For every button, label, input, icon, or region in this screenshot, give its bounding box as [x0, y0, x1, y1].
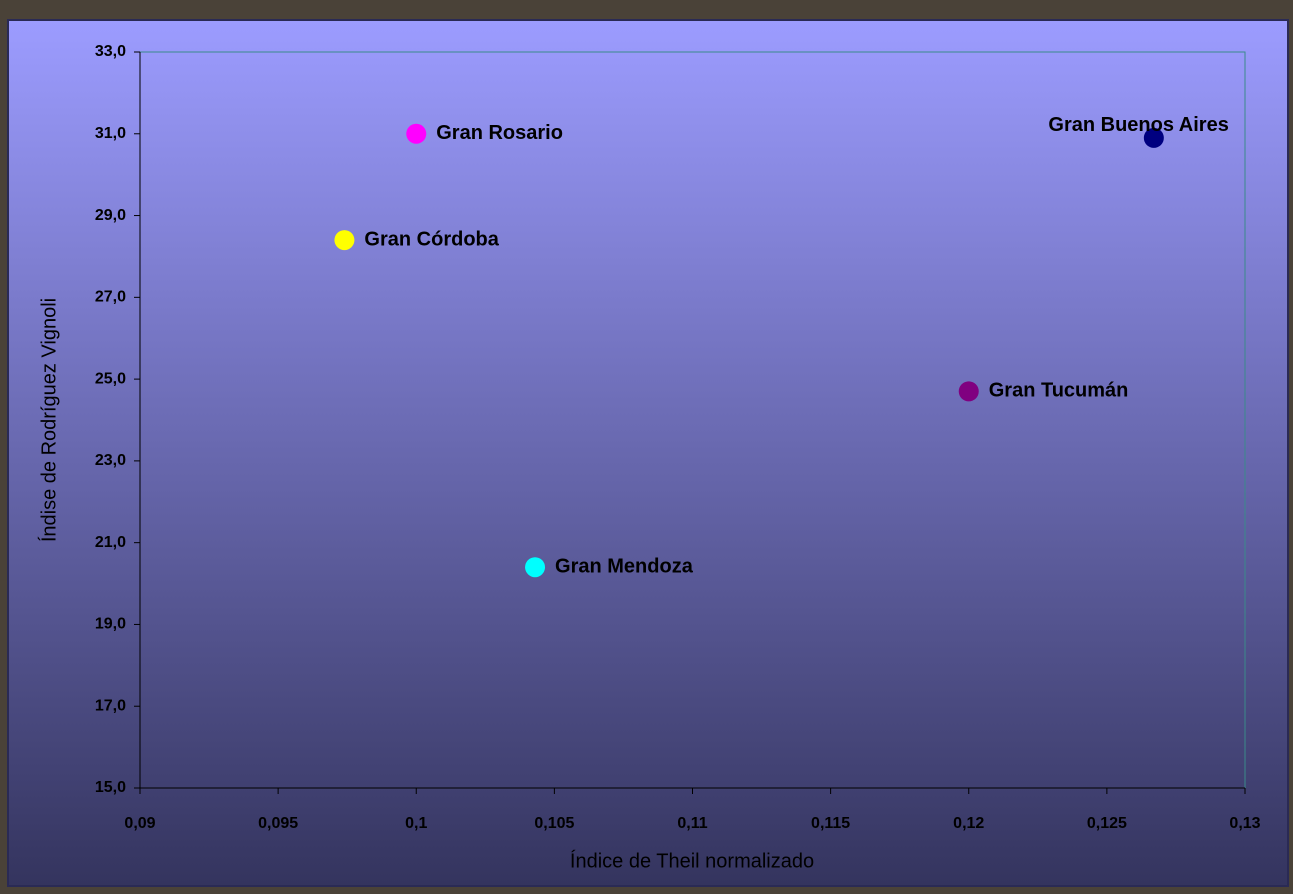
point [525, 557, 546, 578]
y-tick-label: 27,0 [95, 289, 126, 306]
x-tick-label: 0,13 [1229, 815, 1260, 832]
x-tick-label: 0,12 [953, 815, 984, 832]
point-label: Gran Buenos Aires [1048, 114, 1228, 136]
y-tick-label: 15,0 [95, 779, 126, 796]
point [406, 123, 427, 144]
x-tick-label: 0,1 [405, 815, 427, 832]
x-tick-label: 0,095 [258, 815, 298, 832]
x-tick-label: 0,09 [124, 815, 155, 832]
x-tick-label: 0,115 [811, 815, 850, 832]
x-tick-label: 0,11 [677, 815, 707, 832]
y-tick-label: 25,0 [95, 370, 126, 387]
y-tick-label: 29,0 [95, 207, 126, 224]
point-label: Gran Córdoba [364, 228, 499, 250]
point-label: Gran Rosario [436, 122, 563, 144]
y-tick-label: 23,0 [95, 452, 126, 469]
point [1143, 127, 1164, 148]
point [958, 381, 979, 402]
y-tick-label: 21,0 [95, 534, 126, 551]
x-tick-label: 0,125 [1087, 815, 1127, 832]
y-tick-label: 17,0 [95, 697, 126, 714]
point-label: Gran Tucumán [989, 380, 1129, 402]
y-tick-label: 19,0 [95, 616, 126, 633]
y-axis-title: Índise de Rodríguez Vignoli [37, 298, 60, 542]
y-tick-label: 33,0 [95, 43, 126, 60]
x-axis-title: Índice de Theil normalizado [570, 849, 814, 872]
x-tick-label: 0,105 [534, 815, 574, 832]
point [334, 230, 355, 251]
y-tick-label: 31,0 [95, 125, 126, 142]
chart-panel [7, 19, 1289, 887]
point-label: Gran Mendoza [555, 555, 694, 577]
